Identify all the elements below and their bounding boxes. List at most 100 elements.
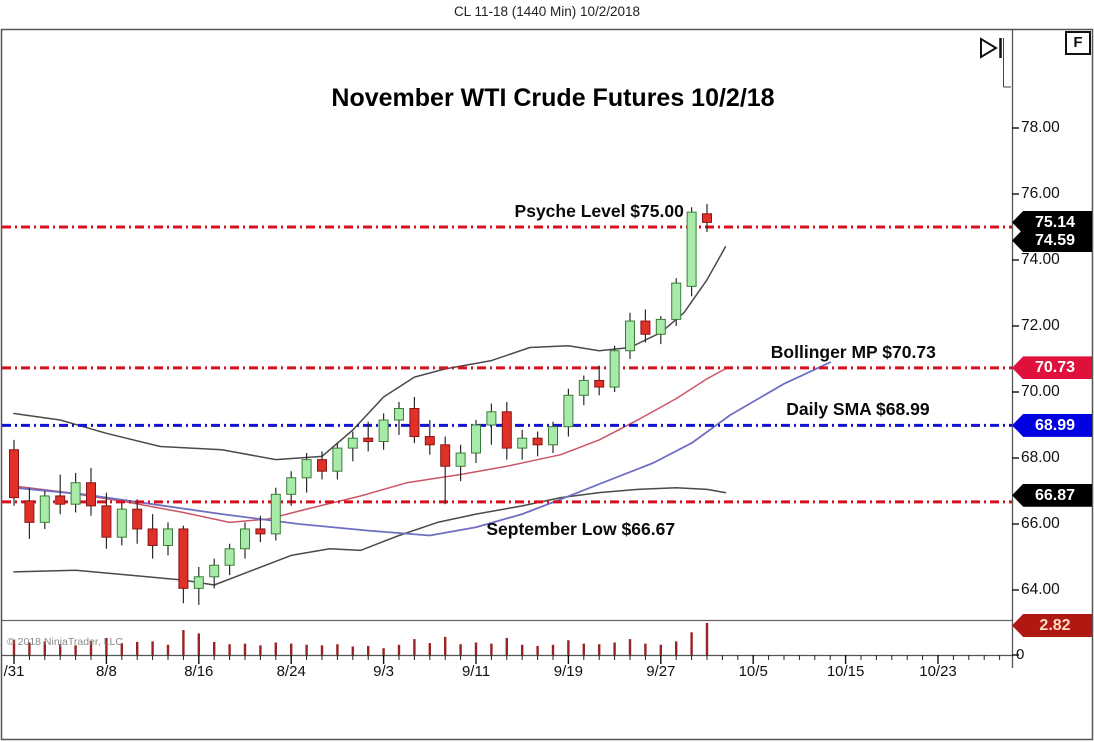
time-tick-label: 10/5 — [738, 663, 768, 680]
volume-bar — [474, 642, 478, 655]
volume-bar — [397, 644, 401, 655]
volume-bar — [182, 630, 185, 655]
volume-bar — [490, 643, 493, 655]
volume-bar — [336, 644, 339, 655]
daily-sma-slow — [13, 361, 832, 537]
time-tick-label: /31 — [3, 663, 25, 680]
volume-bar — [259, 645, 262, 655]
volume-bar — [690, 632, 693, 655]
volume-bar — [428, 643, 431, 655]
volume-bar — [505, 637, 508, 655]
time-tick-label: 9/27 — [646, 663, 676, 680]
price-badge-70-73: 70.73 — [1012, 356, 1092, 380]
candle-body — [640, 320, 651, 335]
volume-bar — [613, 642, 616, 655]
volume-bar — [644, 643, 647, 655]
candle-body — [625, 320, 635, 352]
replay-step-forward-icon[interactable] — [975, 33, 1015, 91]
volume-bar — [290, 643, 293, 655]
volume-bar — [351, 646, 354, 655]
candle-body — [240, 528, 250, 550]
volume-bar — [120, 643, 123, 655]
candle-body — [317, 459, 327, 472]
volume-bar — [582, 643, 585, 655]
price-tick-label: 66.00 — [1021, 515, 1060, 532]
volume-bar — [536, 645, 539, 655]
volume-bar — [551, 644, 555, 655]
candle-body — [55, 495, 66, 505]
fit-scale-button[interactable]: F — [1065, 31, 1091, 55]
candle-body — [394, 408, 404, 421]
volume-bar — [628, 639, 632, 655]
copyright-watermark: © 2018 NinjaTrader, LLC — [7, 636, 123, 648]
annotation-psyche-level[interactable]: Psyche Level $75.00 — [514, 201, 684, 221]
candle-body — [286, 477, 297, 495]
volume-bar — [151, 641, 154, 655]
price-tick-label: 70.00 — [1021, 383, 1060, 400]
volume-bar — [89, 640, 93, 655]
candle-body — [193, 576, 204, 589]
volume-bar — [444, 636, 447, 655]
volume-bar — [243, 643, 247, 655]
price-tick-label: 68.00 — [1021, 449, 1060, 466]
candle-body — [347, 437, 358, 449]
price-tick-label: 72.00 — [1021, 317, 1060, 334]
time-tick-label: 9/11 — [461, 663, 491, 680]
time-tick-label: 8/8 — [95, 663, 117, 680]
volume-bar — [459, 644, 462, 655]
candle-body — [594, 379, 605, 388]
candle-body — [147, 528, 158, 546]
volume-bar — [367, 645, 370, 655]
bollinger-upper-band — [13, 246, 727, 461]
candle-body — [563, 394, 574, 428]
chart-frame — [0, 28, 1094, 741]
candle-body — [686, 211, 697, 287]
candle-body — [578, 379, 589, 396]
time-tick-label: 8/16 — [184, 663, 214, 680]
volume-bar — [521, 644, 524, 655]
volume-bar — [166, 644, 170, 655]
candle-body — [209, 564, 220, 578]
candle-body — [455, 452, 466, 467]
volume-bar — [228, 644, 231, 655]
candle-body — [332, 447, 343, 472]
volume-bar — [74, 645, 77, 655]
price-tick-label: 76.00 — [1021, 185, 1060, 202]
candle-body — [24, 500, 35, 523]
annotation-september-low[interactable]: September Low $66.67 — [486, 518, 676, 539]
candle-body — [178, 528, 189, 589]
annotation-bollinger-mp[interactable]: Bollinger MP $70.73 — [770, 341, 936, 362]
candle-body — [655, 318, 666, 335]
chart-title: November WTI Crude Futures 10/2/18 — [331, 84, 775, 112]
time-tick-label: 9/3 — [373, 663, 395, 680]
candle-body — [224, 548, 235, 566]
volume-bar — [675, 641, 678, 655]
volume-bar — [28, 642, 31, 655]
candle-body — [532, 437, 543, 446]
candle-body — [270, 493, 281, 535]
candle-body — [409, 408, 420, 438]
candle-body — [116, 508, 127, 538]
candle-body — [517, 437, 528, 449]
volume-bar — [213, 641, 216, 655]
volume-bar — [197, 633, 200, 655]
time-tick-label: 8/24 — [276, 663, 306, 680]
volume-zero-label: 0 — [1016, 646, 1025, 663]
time-tick-label: 10/15 — [826, 663, 865, 680]
price-tick-label: 74.00 — [1021, 251, 1060, 268]
candle-body — [255, 528, 266, 535]
volume-bar — [705, 623, 709, 655]
candle-body — [671, 282, 682, 320]
price-badge-66-87: 66.87 — [1012, 483, 1092, 507]
time-tick-label: 10/23 — [919, 663, 957, 680]
price-badge-74-59: 74.59 — [1012, 229, 1092, 253]
price-badge-75-14: 75.14 — [1012, 210, 1092, 234]
candle-body — [486, 411, 497, 426]
annotation-daily-sma[interactable]: Daily SMA $68.99 — [786, 399, 930, 420]
volume-bar — [659, 644, 662, 655]
volume-bar — [567, 640, 570, 655]
candle-body — [301, 459, 312, 479]
candle-body — [501, 411, 512, 449]
price-badge-68-99: 68.99 — [1012, 413, 1092, 437]
